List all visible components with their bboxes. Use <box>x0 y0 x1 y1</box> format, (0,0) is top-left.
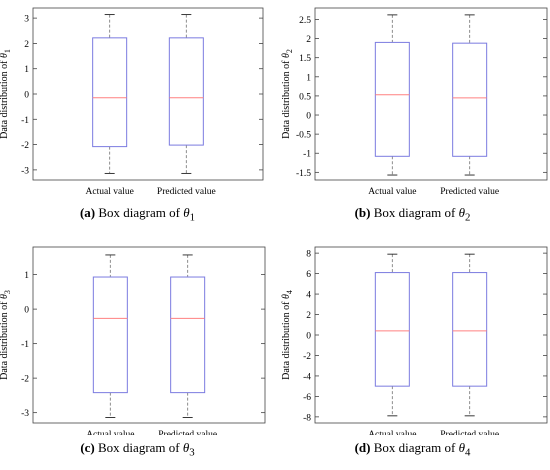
box-predicted <box>452 253 488 417</box>
y-tick-label: -2 <box>303 352 311 362</box>
x-tick-label: Actual value <box>368 430 416 435</box>
y-axis-label: Data distribution of θ4 <box>281 290 294 380</box>
y-tick-label: -2 <box>21 141 29 151</box>
y-tick-label: 2.5 <box>299 16 311 26</box>
x-tick-label: Predicted value <box>440 430 499 435</box>
x-tick-label: Actual value <box>86 430 134 435</box>
x-tick-label: Actual value <box>86 187 134 197</box>
plot-frame <box>314 7 548 181</box>
caption-theta1: (a) Box diagram of θ1 <box>0 205 275 224</box>
box-iqr <box>168 37 204 146</box>
caption-subscript: 4 <box>464 446 471 459</box>
y-tick-label: -6 <box>303 393 311 403</box>
x-tick-label: Actual value <box>368 187 416 197</box>
caption-text: Box diagram of <box>370 440 459 455</box>
box-iqr <box>92 276 128 394</box>
caption-text: Box diagram of <box>370 205 459 220</box>
y-tick-label: 0 <box>24 91 29 101</box>
box-actual <box>92 14 128 174</box>
panel-theta2: -1.5 -1 -0.5 0 0.5 1 1.5 2 2.5 Data distribution … <box>275 0 550 235</box>
box-chart-theta3: -3 -2 -1 0 1 Data distribution of θ3 Actual va… <box>0 246 266 435</box>
y-tick-label: 0 <box>306 332 311 342</box>
caption-subscript: 1 <box>189 211 196 224</box>
y-tick-label: 1 <box>306 73 311 83</box>
box-chart-theta2: -1.5 -1 -0.5 0 0.5 1 1.5 2 2.5 Data distribution … <box>281 7 548 197</box>
y-tick-label: 3 <box>24 15 29 25</box>
caption-symbol: θ <box>458 440 465 455</box>
box-chart-theta1: -3 -2 -1 0 1 2 3 Data distribution of θ1 Actual … <box>0 7 264 197</box>
box-iqr <box>452 42 488 157</box>
box-iqr <box>452 272 488 387</box>
box-actual <box>374 253 410 417</box>
caption-theta3: (c) Box diagram of θ3 <box>0 440 275 459</box>
y-tick-label: 1 <box>24 271 29 281</box>
box-iqr <box>374 41 410 157</box>
y-tick-label: -1 <box>303 150 311 160</box>
y-axis-label: Data distribution of θ1 <box>0 49 12 139</box>
y-tick-label: 8 <box>306 250 311 260</box>
caption-theta4: (d) Box diagram of θ4 <box>275 440 550 459</box>
box-predicted <box>452 14 488 176</box>
plot-frame <box>32 246 266 424</box>
caption-symbol: θ <box>458 205 465 220</box>
y-tick-label: -1.5 <box>296 169 311 179</box>
panel-theta1: -3 -2 -1 0 1 2 3 Data distribution of θ1 Actual … <box>0 0 275 235</box>
caption-symbol: θ <box>182 440 190 455</box>
y-tick-label: 4 <box>306 291 311 301</box>
y-tick-label: -1 <box>21 116 29 126</box>
box-iqr <box>374 272 410 387</box>
box-iqr <box>92 37 128 148</box>
box-predicted <box>170 254 206 418</box>
x-tick-label: Predicted value <box>440 187 499 197</box>
y-axis-label: Data distribution of θ3 <box>0 290 12 380</box>
caption-theta2: (b) Box diagram of θ2 <box>275 205 550 224</box>
x-tick-label: Predicted value <box>158 430 217 435</box>
y-tick-label: -3 <box>21 166 29 176</box>
x-tick-label: Predicted value <box>157 187 216 197</box>
panel-theta4: -8 -6 -4 -2 0 2 4 6 8 Data distribution of θ4 Actu… <box>275 235 550 470</box>
caption-text: Box diagram of <box>94 440 183 455</box>
y-tick-label: -8 <box>303 413 311 423</box>
caption-label: (c) <box>80 440 95 455</box>
y-tick-label: 0 <box>24 306 29 316</box>
plot-frame <box>314 246 548 424</box>
y-tick-label: 2 <box>24 40 29 50</box>
caption-label: (a) <box>79 205 96 220</box>
caption-text: Box diagram of <box>95 205 184 220</box>
caption-subscript: 2 <box>464 211 471 224</box>
y-tick-label: -3 <box>21 409 29 419</box>
y-tick-label: 2 <box>306 35 311 45</box>
y-axis-label: Data distribution of θ2 <box>281 49 294 139</box>
y-tick-label: -4 <box>303 372 311 382</box>
y-tick-label: 0 <box>306 112 311 122</box>
y-tick-label: -2 <box>21 375 29 385</box>
box-iqr <box>170 276 206 394</box>
y-tick-label: 1 <box>24 65 29 75</box>
caption-label: (d) <box>354 440 371 455</box>
caption-label: (b) <box>354 205 371 220</box>
y-tick-label: 1.5 <box>299 54 311 64</box>
y-tick-label: -1 <box>21 340 29 350</box>
box-actual <box>92 254 128 418</box>
y-tick-label: 6 <box>306 270 311 280</box>
panel-theta3: -3 -2 -1 0 1 Data distribution of θ3 Actual va… <box>0 235 275 470</box>
box-actual <box>374 14 410 176</box>
y-tick-label: -0.5 <box>296 131 311 141</box>
caption-subscript: 3 <box>189 446 195 459</box>
caption-symbol: θ <box>183 205 190 220</box>
plot-frame <box>32 7 264 181</box>
y-tick-label: 2 <box>306 311 311 321</box>
box-chart-theta4: -8 -6 -4 -2 0 2 4 6 8 Data distribution of θ4 Actu… <box>281 246 548 435</box>
y-tick-label: 0.5 <box>299 92 311 102</box>
box-predicted <box>168 14 204 174</box>
